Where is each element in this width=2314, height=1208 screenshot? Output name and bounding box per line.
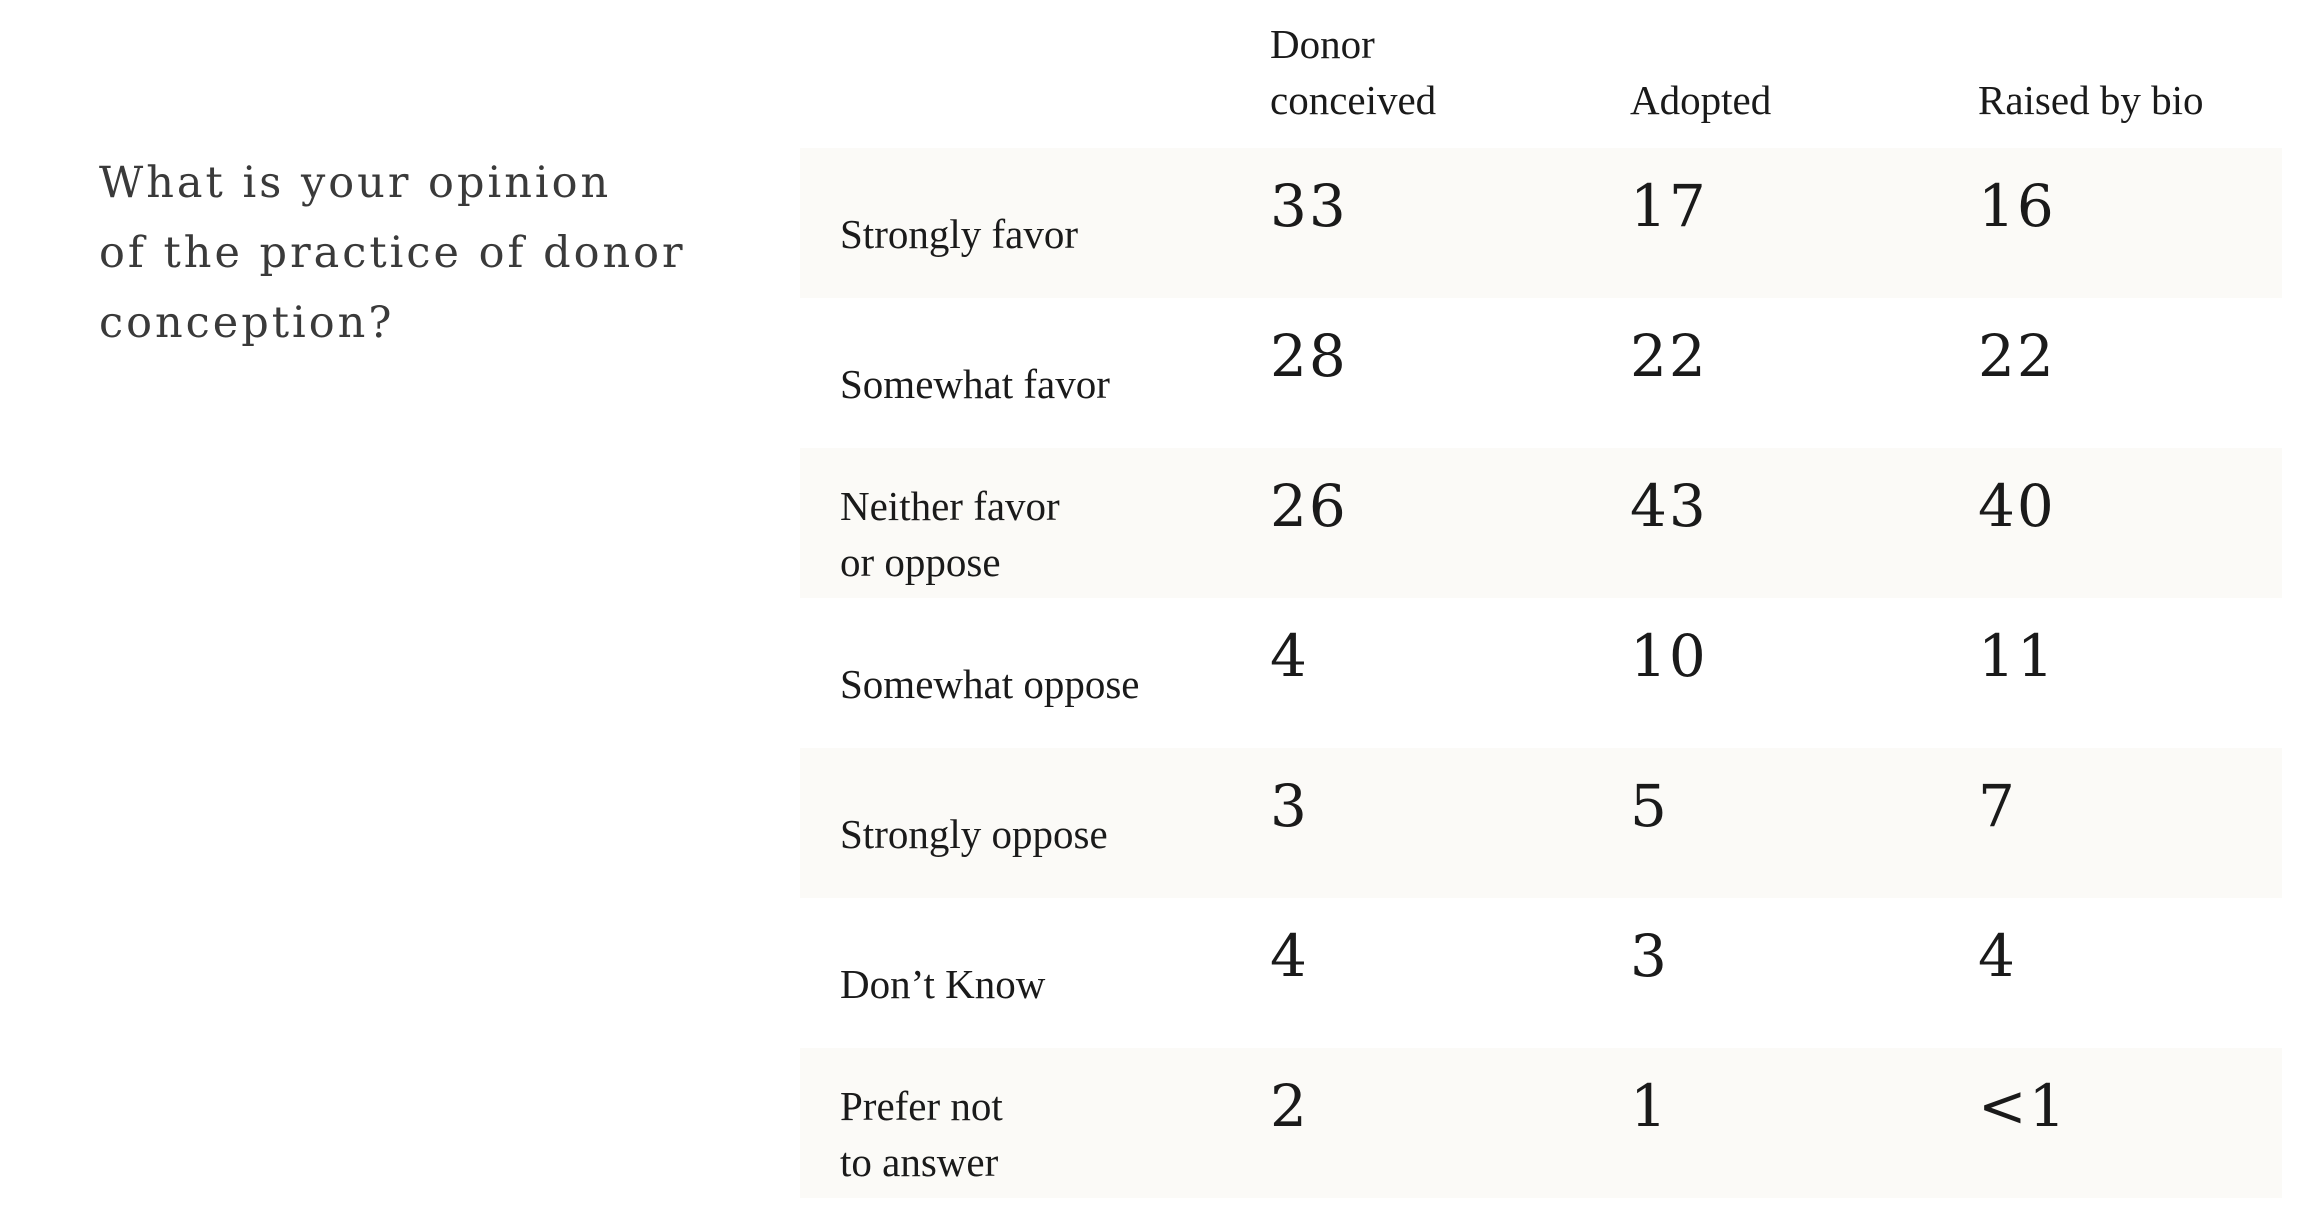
- cell-adopted: 3: [1630, 922, 1669, 990]
- row-label: Neither favor or oppose: [840, 483, 1060, 585]
- cell-adopted: 1: [1630, 1072, 1669, 1140]
- cell-donor-conceived: 28: [1270, 322, 1348, 390]
- column-header-raised-by-bio: Raised by bio: [1978, 77, 2204, 123]
- row-label: Somewhat favor: [840, 361, 1110, 407]
- cell-donor-conceived: 33: [1270, 172, 1348, 240]
- table-row-strongly-favor: Strongly favor 33 17 16: [800, 148, 2282, 298]
- cell-raised-by-bio: 4: [1978, 922, 2017, 990]
- cell-raised-by-bio: 7: [1978, 772, 2017, 840]
- row-label: Prefer not to answer: [840, 1083, 1003, 1185]
- table-row-strongly-oppose: Strongly oppose 3 5 7: [800, 748, 2282, 898]
- column-header-adopted: Adopted: [1630, 77, 1772, 123]
- question-text: What is your opinion of the practice of …: [99, 158, 686, 348]
- row-label: Strongly oppose: [840, 811, 1108, 857]
- table-row-somewhat-favor: Somewhat favor 28 22 22: [800, 298, 2282, 448]
- column-header-donor-conceived: Donor conceived: [1270, 21, 1437, 123]
- cell-raised-by-bio: 16: [1978, 172, 2056, 240]
- cell-adopted: 22: [1630, 322, 1708, 390]
- cell-adopted: 43: [1630, 472, 1708, 540]
- cell-adopted: 10: [1630, 622, 1708, 690]
- row-label: Don’t Know: [840, 961, 1046, 1007]
- row-label: Somewhat oppose: [840, 661, 1140, 707]
- cell-donor-conceived: 2: [1270, 1072, 1309, 1140]
- cell-raised-by-bio: <1: [1978, 1072, 2068, 1140]
- cell-donor-conceived: 4: [1270, 922, 1309, 990]
- cell-donor-conceived: 4: [1270, 622, 1309, 690]
- table-row-somewhat-oppose: Somewhat oppose 4 10 11: [800, 598, 2282, 748]
- table-row-neither: Neither favor or oppose 26 43 40: [800, 448, 2282, 598]
- cell-raised-by-bio: 11: [1978, 622, 2056, 690]
- cell-adopted: 5: [1630, 772, 1669, 840]
- results-table: Strongly favor 33 17 16 Somewhat favor 2…: [800, 148, 2282, 1198]
- cell-raised-by-bio: 22: [1978, 322, 2056, 390]
- table-row-prefer-not-to-answer: Prefer not to answer 2 1 <1: [800, 1048, 2282, 1198]
- cell-raised-by-bio: 40: [1978, 472, 2056, 540]
- cell-donor-conceived: 26: [1270, 472, 1348, 540]
- cell-adopted: 17: [1630, 172, 1708, 240]
- cell-donor-conceived: 3: [1270, 772, 1309, 840]
- table-row-dont-know: Don’t Know 4 3 4: [800, 898, 2282, 1048]
- row-label: Strongly favor: [840, 211, 1078, 257]
